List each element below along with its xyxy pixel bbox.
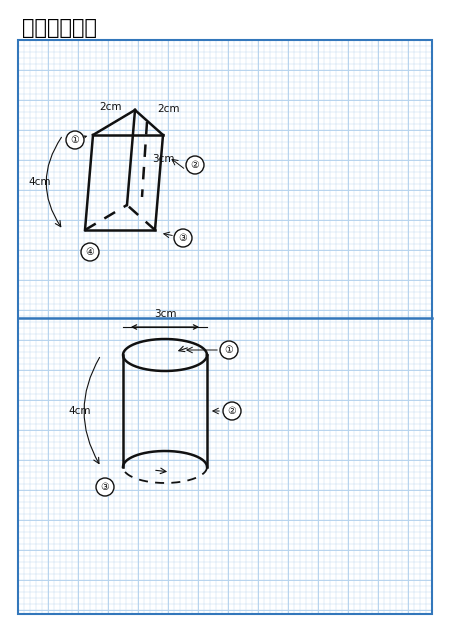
Text: ①: ① bbox=[71, 135, 79, 145]
Text: ④: ④ bbox=[86, 247, 94, 257]
Text: 4cm: 4cm bbox=[68, 406, 91, 416]
Circle shape bbox=[81, 243, 99, 261]
Text: ①: ① bbox=[225, 345, 234, 355]
Circle shape bbox=[66, 131, 84, 149]
Text: 3cm: 3cm bbox=[154, 309, 176, 319]
Text: 三角柱と円柱: 三角柱と円柱 bbox=[22, 18, 97, 38]
Circle shape bbox=[223, 402, 241, 420]
Circle shape bbox=[220, 341, 238, 359]
Text: 3cm: 3cm bbox=[152, 154, 175, 164]
Circle shape bbox=[174, 229, 192, 247]
Text: ②: ② bbox=[191, 160, 199, 170]
Text: 4cm: 4cm bbox=[28, 177, 51, 187]
Text: ②: ② bbox=[228, 406, 236, 416]
Text: 2cm: 2cm bbox=[99, 102, 121, 112]
Text: ③: ③ bbox=[179, 233, 187, 243]
Text: 2cm: 2cm bbox=[157, 104, 180, 114]
Text: ③: ③ bbox=[101, 482, 109, 492]
Circle shape bbox=[96, 478, 114, 496]
Circle shape bbox=[186, 156, 204, 174]
